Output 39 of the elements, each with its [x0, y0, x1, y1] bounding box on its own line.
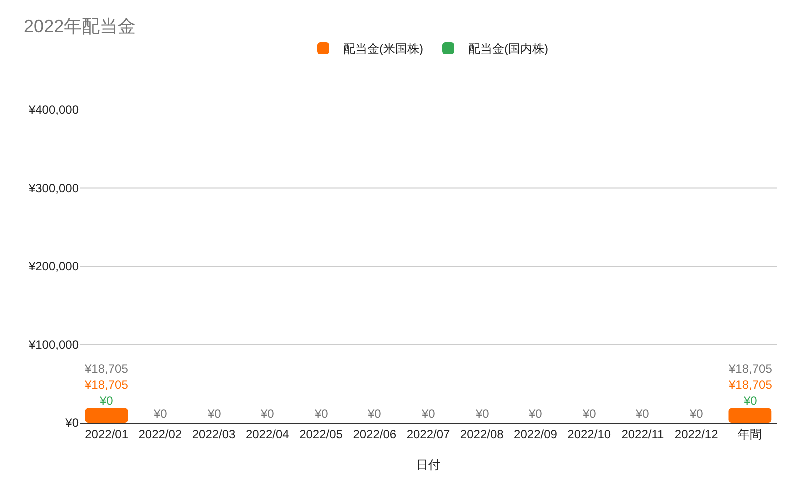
legend-label: 配当金(国内株) — [468, 42, 548, 56]
data-label: ¥18,705 — [728, 378, 773, 392]
data-label: ¥18,705 — [84, 378, 129, 392]
x-axis-title: 日付 — [416, 458, 440, 472]
y-tick-label: ¥100,000 — [28, 338, 80, 352]
x-tick-label: 2022/01 — [85, 427, 129, 442]
x-tick-label: 2022/10 — [568, 427, 612, 442]
total-label: ¥0 — [421, 407, 436, 421]
total-label: ¥0 — [635, 407, 650, 421]
y-tick-label: ¥400,000 — [28, 103, 80, 118]
chart-title: 2022年配当金 — [24, 16, 136, 36]
total-label: ¥18,705 — [84, 362, 129, 376]
x-tick-label: 2022/07 — [406, 427, 451, 442]
y-tick-label: ¥300,000 — [28, 181, 80, 196]
total-label: ¥0 — [528, 407, 543, 421]
y-tick-label: ¥0 — [64, 416, 80, 430]
total-label: ¥0 — [689, 407, 704, 421]
x-tick-label: 2022/04 — [246, 427, 290, 442]
x-tick-label: 年間 — [738, 427, 762, 442]
data-label: ¥0 — [99, 394, 114, 408]
total-label: ¥0 — [367, 407, 382, 421]
total-label: ¥0 — [153, 407, 168, 421]
y-tick-label: ¥200,000 — [28, 260, 80, 274]
total-label: ¥0 — [314, 407, 329, 421]
x-tick-label: 2022/03 — [192, 427, 236, 442]
x-tick-label: 2022/11 — [622, 427, 665, 442]
total-label: ¥18,705 — [728, 362, 773, 376]
total-label: ¥0 — [475, 407, 490, 421]
x-tick-label: 2022/06 — [353, 427, 397, 442]
data-label: ¥0 — [743, 394, 758, 408]
legend-label: 配当金(米国株) — [344, 42, 424, 56]
x-tick-label: 2022/12 — [674, 427, 719, 442]
total-label: ¥0 — [207, 407, 222, 421]
total-label: ¥0 — [260, 407, 275, 421]
x-tick-label: 2022/08 — [460, 427, 504, 442]
x-tick-label: 2022/05 — [300, 427, 344, 442]
x-tick-label: 2022/02 — [138, 427, 182, 442]
x-tick-label: 2022/09 — [514, 427, 558, 442]
total-label: ¥0 — [582, 407, 597, 421]
